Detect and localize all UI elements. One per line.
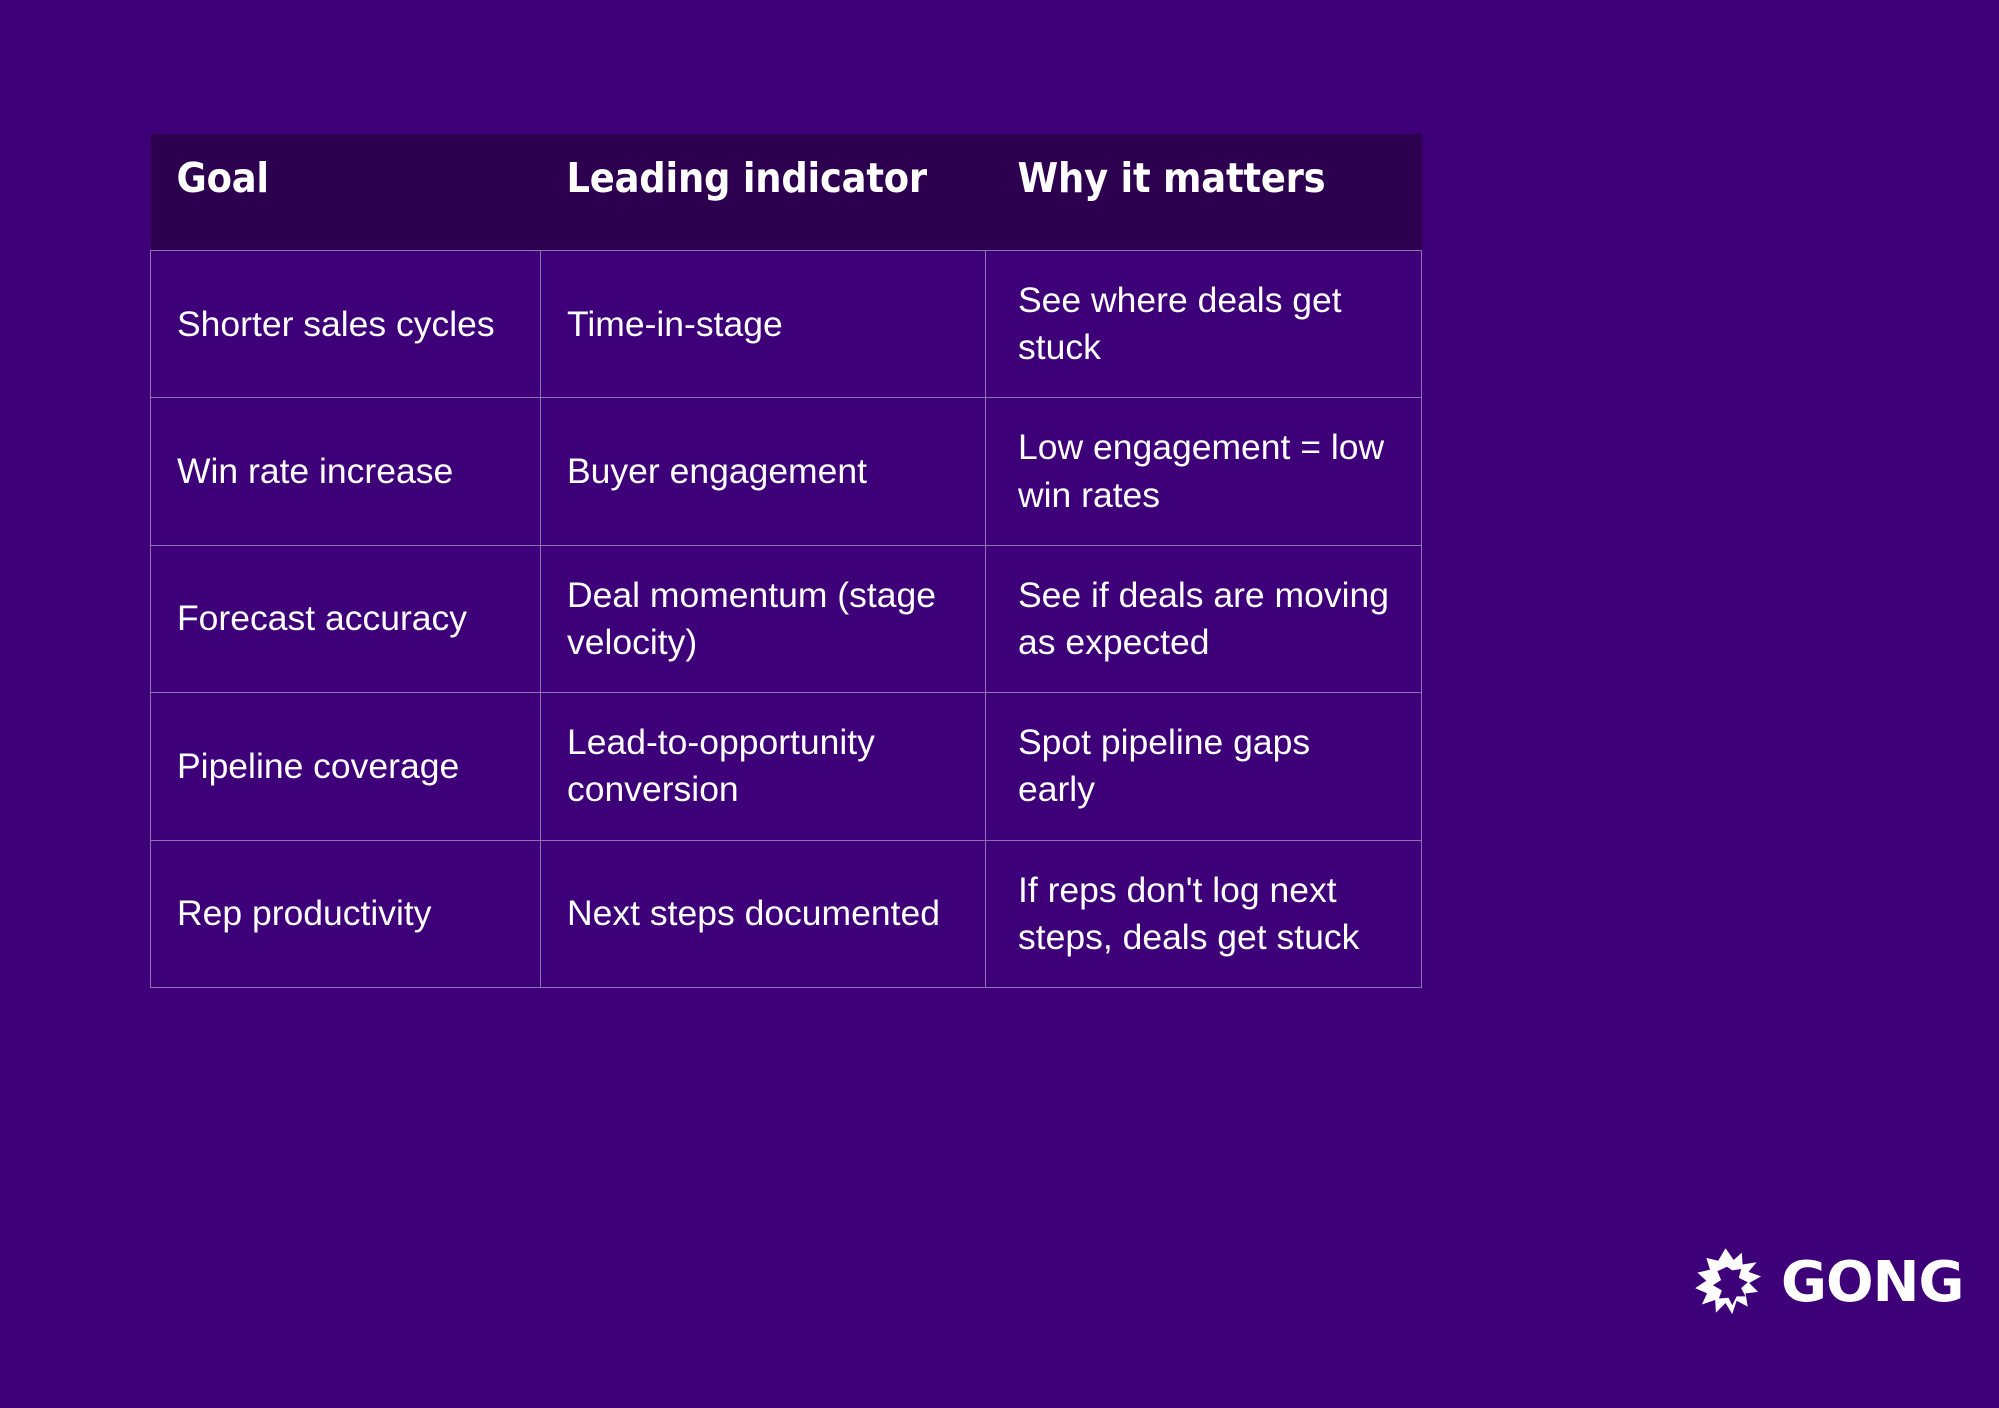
cell-goal: Shorter sales cycles: [150, 249, 541, 399]
column-header-goal: Goal: [176, 154, 270, 202]
cell-leading-indicator: Lead-to-opportunity conversion: [540, 692, 986, 841]
table-row: Shorter sales cycles Time-in-stage See w…: [150, 249, 1422, 399]
cell-goal: Rep productivity: [150, 839, 541, 989]
gong-wordmark: GONG: [1781, 1250, 1964, 1315]
gong-burst-icon: [1695, 1248, 1762, 1315]
table-header-row: Goal Leading indicator Why it matters: [150, 134, 1422, 251]
leading-indicators-table-container: Goal Leading indicator Why it matters Sh…: [150, 134, 1422, 989]
cell-why-it-matters: Low engagement = low win rates: [985, 397, 1422, 546]
table-row: Win rate increase Buyer engagement Low e…: [150, 397, 1422, 546]
table-header: Goal Leading indicator Why it matters: [150, 134, 1422, 251]
cell-leading-indicator: Time-in-stage: [540, 249, 986, 399]
cell-why-it-matters: See where deals get stuck: [985, 249, 1422, 399]
cell-leading-indicator: Deal momentum (stage velocity): [540, 544, 986, 694]
cell-goal: Forecast accuracy: [150, 544, 541, 694]
cell-leading-indicator: Next steps documented: [540, 839, 986, 989]
column-header-why-it-matters: Why it matters: [1017, 154, 1326, 202]
cell-why-it-matters: If reps don't log next steps, deals get …: [985, 839, 1422, 989]
cell-leading-indicator: Buyer engagement: [540, 397, 986, 546]
cell-goal: Pipeline coverage: [150, 692, 541, 841]
table-row: Forecast accuracy Deal momentum (stage v…: [150, 544, 1422, 694]
cell-goal: Win rate increase: [150, 397, 541, 546]
table-body: Shorter sales cycles Time-in-stage See w…: [150, 249, 1422, 989]
column-header-leading-indicator: Leading indicator: [566, 154, 928, 202]
gong-logo: GONG: [1693, 1246, 1964, 1320]
leading-indicators-table: Goal Leading indicator Why it matters Sh…: [150, 134, 1422, 989]
table-row: Pipeline coverage Lead-to-opportunity co…: [150, 692, 1422, 841]
cell-why-it-matters: Spot pipeline gaps early: [985, 692, 1422, 841]
cell-why-it-matters: See if deals are moving as expected: [985, 544, 1422, 694]
table-row: Rep productivity Next steps documented I…: [150, 839, 1422, 989]
